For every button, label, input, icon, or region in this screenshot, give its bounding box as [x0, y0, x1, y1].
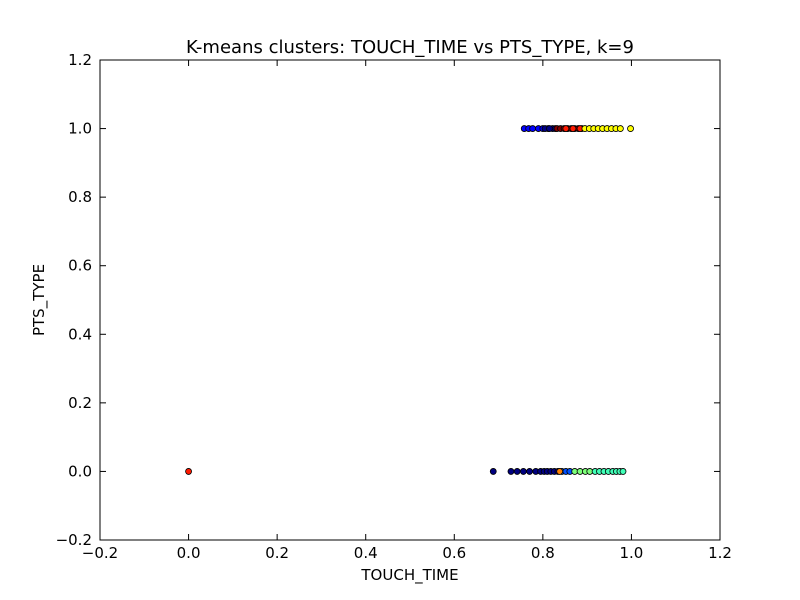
y-tick-label: 1.0 [68, 120, 92, 138]
x-axis-label: TOUCH_TIME [360, 566, 458, 585]
data-points [185, 125, 634, 475]
data-point [562, 125, 570, 132]
x-tick-label: 0.6 [442, 544, 466, 562]
y-tick-label: 0.2 [68, 394, 92, 412]
x-tick-label: 0.4 [354, 544, 378, 562]
x-tick-label: 1.0 [619, 544, 643, 562]
data-point [619, 468, 627, 475]
data-point [529, 125, 537, 132]
data-point [627, 125, 634, 132]
y-tick-label: 0.4 [68, 325, 92, 343]
y-tick-label: 0.8 [68, 188, 92, 206]
data-point [519, 468, 527, 475]
y-tick-label: 0.0 [68, 462, 92, 480]
data-point [546, 125, 553, 132]
data-point [616, 125, 624, 132]
x-tick-label: 1.2 [708, 544, 732, 562]
x-tick-label: 0.8 [531, 544, 555, 562]
data-point [526, 468, 533, 475]
plot-frame [99, 59, 721, 541]
y-axis-label: PTS_TYPE [30, 264, 49, 336]
data-point [185, 468, 192, 475]
y-tick-label: 1.2 [68, 51, 92, 69]
chart-title: K-means clusters: TOUCH_TIME vs PTS_TYPE… [186, 37, 634, 58]
x-tick-label: 0.0 [177, 544, 201, 562]
x-tick-label: 0.2 [265, 544, 289, 562]
y-tick-label: 0.6 [68, 257, 92, 275]
x-axis: −0.2 0.0 0.2 0.4 0.6 0.8 1.0 1.2 [82, 60, 732, 562]
data-point [513, 468, 521, 475]
data-point [569, 125, 577, 132]
y-tick-label: −0.2 [56, 531, 92, 549]
y-axis: −0.2 0.0 0.2 0.4 0.6 0.8 1.0 1.2 [56, 51, 720, 549]
data-point [507, 468, 515, 475]
data-point [556, 468, 564, 475]
x-tick-label: −0.2 [82, 544, 118, 562]
data-point [489, 468, 497, 475]
